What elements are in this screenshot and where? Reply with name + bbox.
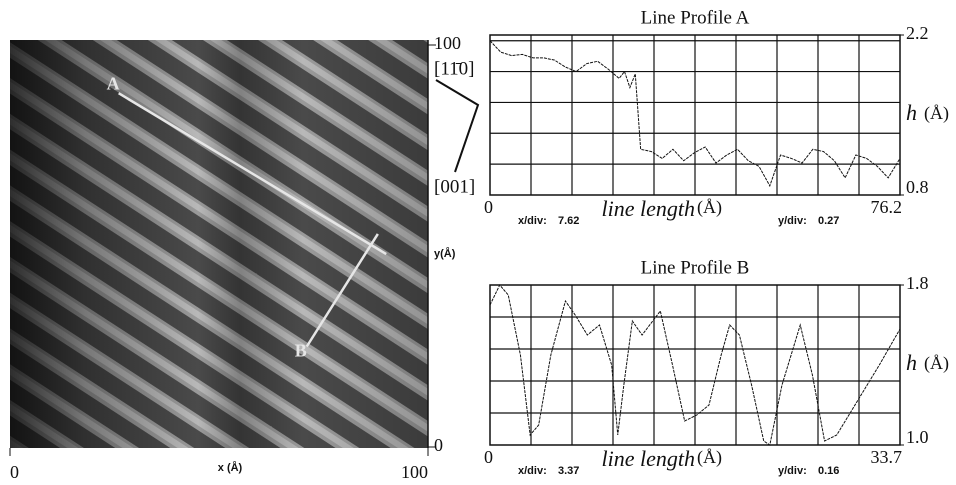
x-div-label: x/div: [518,215,547,227]
profile-trace [489,40,901,188]
x-tick-label: 0 [484,197,493,217]
profile-marker: A [107,73,120,93]
profile-marker: B [295,341,307,361]
y-tick-label: 1.8 [906,273,929,293]
x-tick-label: 0 [10,462,19,482]
x-div-value: 7.62 [558,215,579,227]
profile-line [118,92,387,256]
y-axis-label: h [906,350,917,375]
y-axis-unit: (Å) [924,103,949,124]
x-tick-label: 0 [484,447,493,467]
y-tick-label: 100 [434,33,461,53]
y-tick-label: 2.2 [906,23,929,43]
x-axis-label: line length [602,196,695,221]
profile-trace [489,284,901,446]
profile-line [305,233,379,348]
x-axis-unit: (Å) [697,447,722,468]
y-div-label: y/div: [778,465,807,477]
x-div-value: 3.37 [558,465,579,477]
x-axis-label: x (Å) [218,461,243,474]
x-tick-label: 100 [401,462,428,482]
x-div-label: x/div: [518,465,547,477]
y-axis-unit: (Å) [924,353,949,374]
x-tick-label: 76.2 [871,197,903,217]
y-tick-label: 0 [434,435,443,455]
direction-label: [11̄0] [434,58,474,79]
y-tick-label: 0.8 [906,177,929,197]
y-axis-label: y(Å) [434,247,456,260]
direction-bracket [435,79,480,173]
y-div-value: 0.16 [818,465,839,477]
y-div-label: y/div: [778,215,807,227]
y-axis-label: h [906,100,917,125]
x-axis-label: line length [602,446,695,471]
stm-shading [10,40,428,448]
y-div-value: 0.27 [818,215,839,227]
chart-title: Line Profile B [641,257,750,278]
y-tick-label: 1.0 [906,427,929,447]
x-axis-unit: (Å) [697,197,722,218]
x-tick-label: 33.7 [871,447,903,467]
chart-title: Line Profile A [641,7,750,28]
direction-label: [001] [434,176,475,197]
